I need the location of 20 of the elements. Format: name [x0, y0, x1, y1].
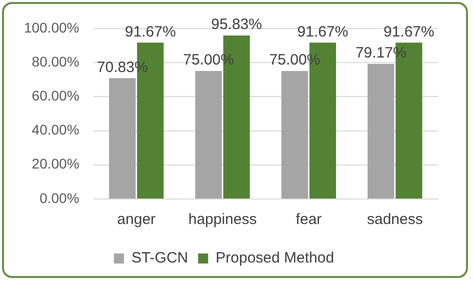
data-label: 91.67%	[383, 23, 434, 40]
y-tick-label: 100.00%	[24, 19, 80, 36]
x-tick-label: happiness	[188, 211, 257, 228]
y-tick-label: 20.00%	[32, 156, 80, 172]
x-tick-label: fear	[296, 211, 322, 228]
bar	[195, 71, 222, 198]
data-label: 91.67%	[297, 23, 348, 40]
y-tick-label: 40.00%	[32, 122, 80, 138]
bar	[281, 71, 308, 198]
legend-label: ST-GCN	[131, 250, 188, 267]
legend-label: Proposed Method	[216, 250, 334, 267]
x-tick-label: anger	[117, 211, 156, 228]
bar	[368, 64, 394, 198]
data-label: 91.67%	[124, 23, 176, 40]
data-label: 95.83%	[211, 16, 262, 34]
y-tick-label: 60.00%	[32, 88, 80, 104]
y-tick-label: 80.00%	[32, 53, 80, 70]
x-tick-label: sadness	[366, 211, 423, 228]
y-tick-label: 0.00%	[40, 190, 80, 206]
bar	[109, 78, 136, 198]
